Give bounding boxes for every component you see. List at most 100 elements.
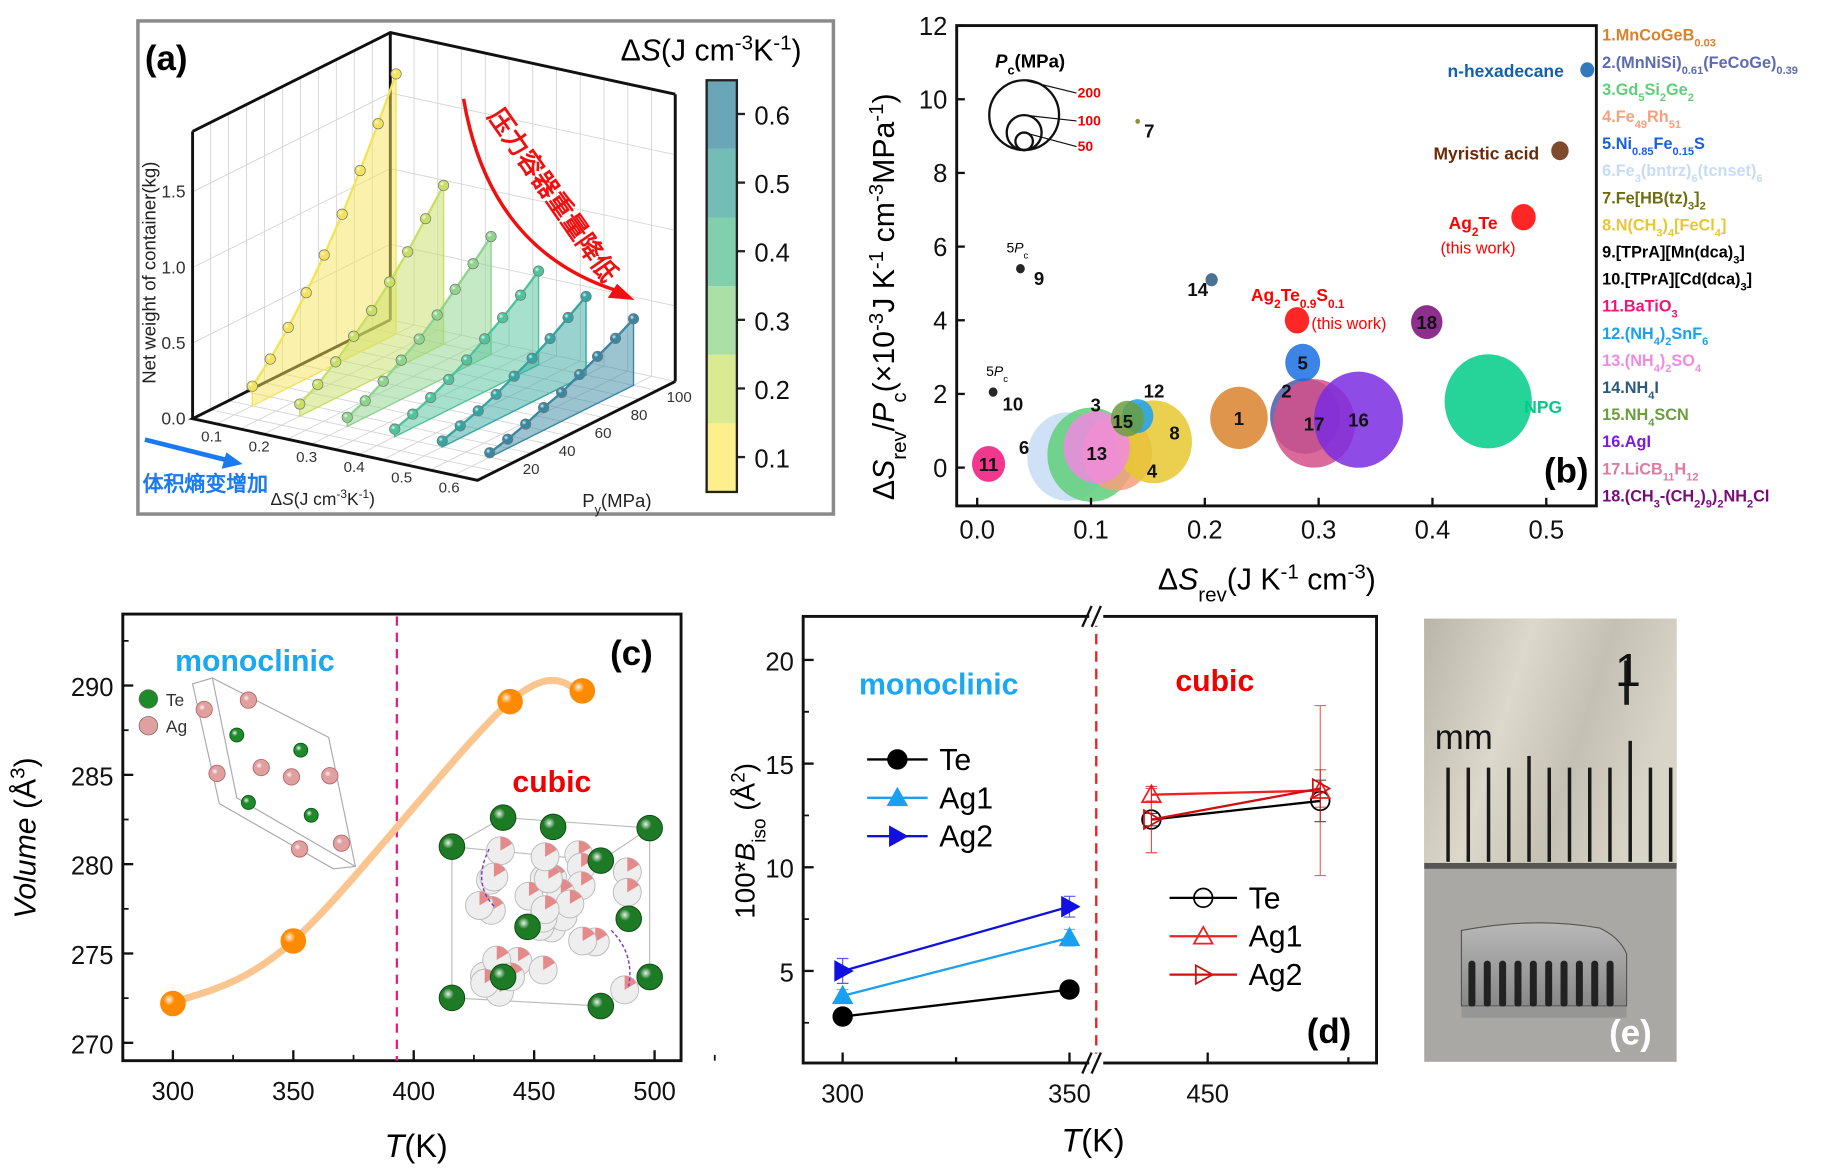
data-point-highlight [562, 312, 574, 323]
label-npg: NPG [1524, 397, 1562, 417]
x-tick-label: 0.2 [249, 439, 270, 456]
diffusion-path [610, 929, 631, 987]
colorbar-tick-label: 0.4 [754, 240, 790, 268]
bubble-7 [1135, 118, 1140, 124]
bubble-label: 4 [1147, 460, 1158, 481]
series-line-ag2 [842, 905, 1070, 973]
y-tick-label: 275 [71, 942, 114, 970]
marker-triangle-right [1061, 895, 1081, 918]
data-point-highlight [437, 435, 448, 447]
data-point-highlight [312, 379, 323, 390]
marker-triangle-up [886, 786, 909, 807]
colorbar-segment [706, 354, 737, 424]
y-axis-label: Volume (Å3) [6, 757, 42, 918]
data-point-highlight [520, 418, 531, 430]
colorbar-title: ΔS(J cm-3K-1) [621, 31, 802, 68]
marker-triangle-right [834, 960, 854, 982]
y-tick-label: 2 [933, 381, 947, 409]
atom-ag-occupancy [496, 946, 509, 961]
sample-slot [1591, 960, 1599, 1008]
x-tick-label: 350 [1048, 1081, 1091, 1109]
x-tick-label: 0.4 [1415, 516, 1451, 544]
atom-ag-occupancy [518, 947, 530, 962]
z-tick-label: 0.5 [161, 333, 185, 353]
legend-item: 2.(MnNiSi)0.61(FeCoGe)0.39 [1602, 54, 1798, 77]
data-point-highlight [538, 402, 549, 413]
label-ag2tes: Ag2Te0.9S0.1 [1251, 285, 1345, 311]
data-point-highlight [389, 423, 400, 435]
volume-point-highlight [497, 688, 523, 715]
atom-legend-label: Te [166, 690, 184, 710]
bubble-label: 11 [979, 454, 999, 475]
y-tick-label: 20 [523, 461, 540, 478]
series-line-ag2 [1151, 787, 1321, 821]
data-point-highlight [420, 213, 431, 224]
x-tick-label: 0.4 [344, 459, 365, 476]
bubble-label: 3 [1090, 395, 1100, 416]
y-tick-label: 10 [919, 87, 947, 115]
panel-a-label: (a) [145, 39, 188, 78]
legend-item: 15.NH4SCN [1602, 406, 1689, 429]
sample-slot [1529, 960, 1537, 1008]
atom-highlight [490, 804, 516, 831]
five-pc-note: 5Pc [1006, 239, 1028, 261]
data-point-highlight [390, 68, 402, 80]
panel-c: Te Ag 300 350 400 450 500 270 275 280 285 290 T(K) Vo… [6, 612, 716, 1164]
series-line-ag1 [1151, 789, 1321, 796]
bubble-label: 7 [1144, 121, 1154, 142]
x-axis-label: ΔSrev(J K-1 cm-3) [1158, 560, 1376, 606]
size-legend-value: 50 [1078, 138, 1094, 154]
atom-highlight [254, 760, 269, 775]
data-point-highlight [431, 309, 443, 321]
atom-ag-occupancy [581, 871, 593, 886]
bubble-18 [1411, 305, 1443, 340]
series-line-ag1 [842, 936, 1070, 997]
bubble-Ag2Te0-9S0-1 [1284, 307, 1310, 334]
data-point-highlight [330, 356, 341, 368]
atom-ag-occupancy [569, 889, 582, 904]
series-line-te [1151, 799, 1321, 821]
ruler-edge [1424, 862, 1677, 869]
ruler-ticks [1446, 660, 1673, 862]
sample-slot [1575, 960, 1583, 1008]
data-point-highlight [348, 331, 359, 342]
legend-item: 1.MnCoGeB0.03 [1602, 27, 1716, 50]
legend-label: Ag2 [1249, 959, 1303, 992]
z-tick-label: 0.0 [161, 409, 186, 429]
atom-highlight [490, 964, 516, 990]
data-point-highlight [449, 284, 461, 295]
data-point-highlight [384, 276, 395, 288]
y-tick-label: 100 [667, 389, 692, 406]
x-tick-label: 400 [392, 1078, 435, 1106]
data-point-highlight [395, 354, 407, 366]
arrowhead [221, 452, 243, 469]
x-tick-label: 450 [513, 1078, 556, 1106]
sample-slot [1468, 960, 1476, 1008]
series-line-te [842, 988, 1070, 1018]
cubic-structure [438, 804, 663, 1020]
atom-highlight [615, 905, 642, 932]
data-point-highlight [425, 392, 436, 403]
bubble-9 [1016, 263, 1025, 274]
y-tick-label: 20 [765, 648, 793, 676]
y-tick-label: 40 [559, 443, 576, 460]
ruler-tick [1587, 767, 1592, 862]
annotation-entropy-increase: 体积熵变增加 [143, 472, 269, 496]
label-cubic: cubic [1175, 665, 1254, 698]
bubble-label: 15 [1112, 411, 1133, 432]
sample-slot [1560, 960, 1568, 1008]
data-point-highlight [336, 209, 348, 220]
size-legend-value: 100 [1078, 113, 1102, 129]
ruler-tick [1507, 767, 1511, 862]
arrowhead [607, 283, 635, 301]
legend-label: Ag1 [1249, 921, 1303, 954]
ruler-tick [1628, 740, 1632, 862]
size-legend-title: Pc(MPa) [995, 50, 1065, 77]
colorbar-segment [706, 423, 737, 492]
atom-legend-marker [138, 689, 159, 709]
data-point-highlight [265, 353, 276, 365]
y-tick-label: 15 [765, 752, 793, 780]
bubble-label: 13 [1086, 443, 1107, 464]
legend-item: 3.Gd5Si2Ge2 [1602, 81, 1694, 104]
atom-ag-occupancy [493, 863, 506, 878]
